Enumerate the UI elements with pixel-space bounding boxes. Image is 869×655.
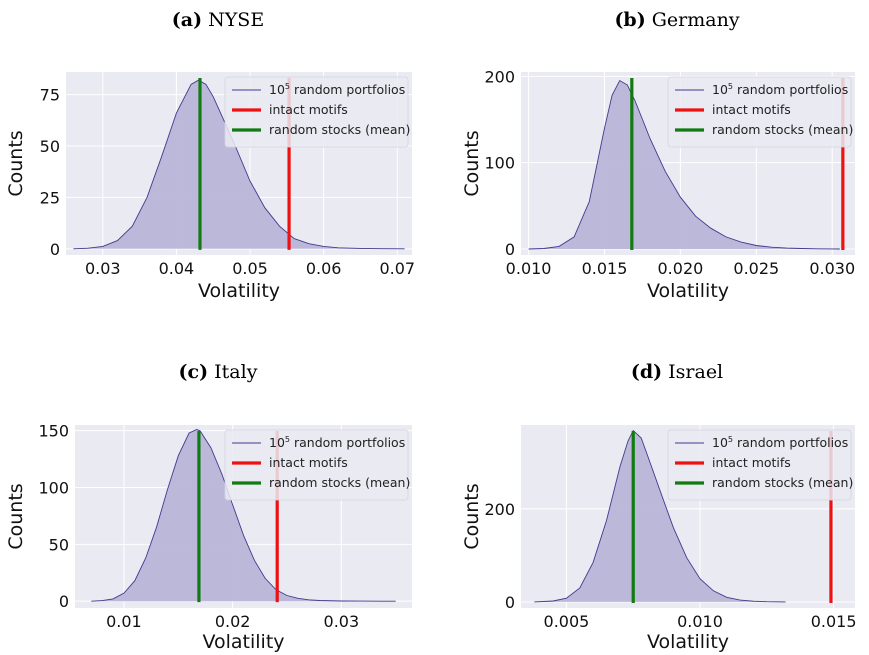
x-tick-label: 0.04 [159,259,195,278]
panel-caption-letter: (d) [631,361,662,383]
legend-label-intact: intact motifs [269,102,348,117]
legend-label-base: 10 [712,435,728,450]
panel-caption: (c) Italy [179,361,258,383]
y-tick-label: 100 [38,479,69,498]
x-tick-label: 0.020 [658,259,704,278]
legend-label-random: random stocks (mean) [712,475,853,490]
legend-box [667,76,852,148]
legend: 105 random portfolios intact motifs random… [667,76,853,148]
legend-label-random: random stocks (mean) [712,122,853,137]
y-tick-label: 25 [40,188,60,207]
legend-label-rest: random portfolios [290,82,405,97]
legend-label-random: random stocks (mean) [269,475,410,490]
density-area [528,80,840,249]
x-axis-label: Volatility [647,631,729,653]
x-tick-label: 0.03 [324,612,360,631]
legend: 105 random portfolios intact motifs random… [224,76,410,148]
density-line [73,79,405,250]
density-line [91,429,396,602]
x-tick-label: 0.015 [582,259,628,278]
panel-caption: (d) Israel [631,361,723,383]
legend-label-base: 10 [269,435,285,450]
x-tick-label: 0.06 [306,259,342,278]
y-tick-label: 100 [484,154,515,173]
x-axis-label: Volatility [647,280,729,302]
panel-caption-text: Israel [662,361,723,383]
x-tick-label: 0.015 [811,612,857,631]
legend-label-random: random stocks (mean) [269,122,410,137]
y-tick-label: 0 [505,240,515,259]
legend: 105 random portfolios intact motifs random… [224,429,410,501]
x-tick-label: 0.02 [215,612,251,631]
legend-label-portfolios: 105 random portfolios [269,82,405,97]
legend-label-intact: intact motifs [712,455,791,470]
y-tick-label: 150 [38,422,69,441]
legend-label-portfolios: 105 random portfolios [712,82,848,97]
density-line [534,429,786,603]
y-axis-label: Counts [5,130,27,196]
panel-caption: (b) Germany [614,9,739,31]
x-tick-label: 0.01 [106,612,142,631]
legend-label-exponent: 5 [285,82,290,91]
x-tick-label: 0.05 [232,259,268,278]
x-tick-label: 0.010 [506,259,552,278]
panel-caption-letter: (c) [179,361,209,383]
x-tick-label: 0.03 [85,259,121,278]
legend-label-rest: random portfolios [733,435,848,450]
legend: 105 random portfolios intact motifs random… [667,429,853,501]
panel-caption-letter: (b) [614,9,645,31]
legend-label-portfolios: 105 random portfolios [712,435,848,450]
y-tick-label: 0 [505,593,515,612]
legend-label-intact: intact motifs [269,455,348,470]
panel-caption-text: NYSE [202,9,264,31]
x-axis-label: Volatility [198,280,280,302]
y-tick-label: 50 [49,535,69,554]
legend-label-rest: random portfolios [733,82,848,97]
y-tick-label: 75 [40,86,60,105]
density-line [528,79,840,250]
panel-2: (c) Italy 0.01 0.02 0.03 0 50 100 150 Volatility… [5,361,412,653]
density-area [73,80,405,249]
x-tick-label: 0.07 [379,259,415,278]
x-tick-label: 0.025 [733,259,779,278]
legend-label-portfolios: 105 random portfolios [269,435,405,450]
legend-label-intact: intact motifs [712,102,791,117]
x-axis-label: Volatility [202,631,284,653]
legend-label-base: 10 [269,82,285,97]
density-area [91,429,396,602]
legend-label-rest: random portfolios [290,435,405,450]
y-tick-label: 200 [484,500,515,519]
y-axis-label: Counts [5,483,27,549]
legend-box [224,429,409,501]
panel-caption-text: Italy [208,361,258,383]
panel-caption: (a) NYSE [172,9,264,31]
panel-caption-letter: (a) [172,9,202,31]
panel-caption-text: Germany [646,9,740,31]
legend-label-exponent: 5 [728,82,733,91]
legend-label-base: 10 [712,82,728,97]
y-tick-label: 200 [484,67,515,86]
density-area [534,430,786,602]
x-tick-label: 0.030 [809,259,855,278]
y-tick-label: 0 [50,240,60,259]
legend-label-exponent: 5 [285,435,290,444]
legend-label-exponent: 5 [728,435,733,444]
legend-box [224,76,409,148]
panel-0: (a) NYSE 0.03 0.04 0.05 0.06 0.07 0 25 50 75 Volat… [5,9,415,302]
x-tick-label: 0.010 [677,612,723,631]
legend-box [667,429,852,501]
panel-1: (b) Germany 0.010 0.015 0.020 0.025 0.030 0 100… [461,9,855,302]
x-tick-label: 0.005 [544,612,590,631]
y-axis-label: Counts [461,483,483,549]
y-tick-label: 50 [40,137,60,156]
y-tick-label: 0 [59,592,69,611]
y-axis-label: Counts [461,130,483,196]
panel-3: (d) Israel 0.005 0.010 0.015 0 200 Volatility C… [461,361,857,653]
